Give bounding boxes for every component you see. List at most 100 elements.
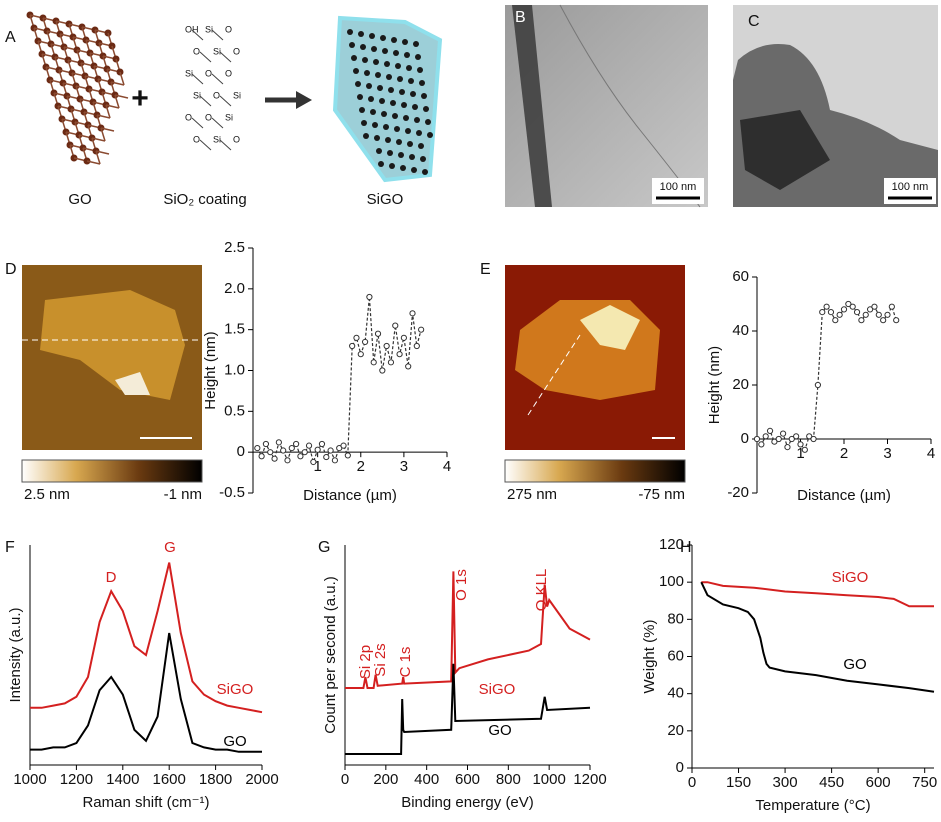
annotation: D (106, 569, 117, 586)
atom-dot (388, 87, 394, 93)
atom-dot (415, 54, 421, 60)
atom-label: Si (193, 90, 201, 100)
atom-dot (399, 89, 405, 95)
x-tick-label: 1800 (199, 771, 232, 788)
data-line (256, 296, 422, 465)
atom-dot (374, 135, 380, 141)
annotation: Si 2s (372, 643, 389, 676)
go-label: GO (68, 191, 91, 208)
atom-dot (384, 61, 390, 67)
data-point (258, 453, 265, 460)
atom-dot (349, 42, 355, 48)
atom-label: O (193, 134, 200, 144)
data-point (323, 453, 330, 461)
x-tick-label: 200 (373, 771, 398, 788)
series-label: GO (223, 733, 246, 750)
bond (114, 94, 129, 99)
atom-dot (355, 81, 361, 87)
atom-dot (405, 128, 411, 134)
data-point (858, 317, 865, 324)
atom-label: O (205, 68, 212, 78)
atom-dot (392, 113, 398, 119)
atom-dot (364, 70, 370, 76)
data-point (318, 440, 326, 448)
data-point (254, 444, 261, 452)
data-point (400, 334, 407, 341)
data-point (374, 330, 382, 337)
atom-dot (402, 39, 408, 45)
data-point (836, 311, 843, 318)
data-point (867, 306, 874, 313)
data-point (357, 351, 364, 358)
x-tick-label: 4 (927, 445, 935, 462)
y-axis-title: Height (nm) (202, 331, 219, 409)
x-tick-label: 600 (455, 771, 480, 788)
atom-dot (362, 57, 368, 63)
atom-dot (390, 100, 396, 106)
atom-dot (394, 126, 400, 132)
atom-dot (360, 44, 366, 50)
x-tick-label: 2000 (245, 771, 278, 788)
data-point (849, 303, 856, 310)
atom-dot (412, 104, 418, 110)
y-tick-label: 1.0 (224, 361, 245, 378)
data-point (788, 435, 795, 443)
atom-dot (396, 139, 402, 145)
colorbar-label: 275 nm (507, 486, 557, 503)
panel-label: H (680, 539, 692, 556)
color-bar (504, 459, 686, 483)
atom-dot (417, 67, 423, 73)
data-point (340, 442, 347, 449)
x-axis-title: Binding energy (eV) (401, 794, 534, 811)
panel-label: F (5, 539, 15, 556)
atom-dot (427, 132, 433, 138)
x-tick-label: 600 (866, 774, 891, 791)
x-tick-label: 1000 (13, 771, 46, 788)
series-label: GO (843, 656, 866, 673)
annotation: Si 2p (357, 645, 374, 679)
atom-dot (409, 154, 415, 160)
atom-dot (395, 63, 401, 69)
data-point (810, 435, 817, 443)
data-point (766, 427, 774, 434)
afm-flake (40, 290, 185, 400)
atom-dot (423, 106, 429, 112)
colorbar-label: 2.5 nm (24, 486, 70, 503)
y-axis-title: Weight (%) (641, 620, 658, 694)
data-point (305, 442, 313, 449)
data-point (293, 440, 300, 448)
data-point (888, 303, 895, 310)
x-axis-title: Distance (µm) (797, 487, 891, 504)
data-point (301, 449, 308, 456)
y-tick-label: 100 (659, 573, 684, 590)
data-point (801, 446, 808, 453)
data-point (262, 440, 270, 448)
atom-dot (353, 68, 359, 74)
y-tick-label: 2.0 (224, 280, 245, 297)
atom-dot (407, 141, 413, 147)
data-point (297, 453, 304, 460)
afm-flake (580, 305, 640, 350)
data-point (361, 338, 369, 346)
data-point (396, 351, 403, 358)
data-line (345, 663, 591, 755)
x-tick-label: 1 (796, 445, 804, 462)
data-point (409, 310, 416, 317)
scale-text: 100 nm (892, 181, 929, 193)
x-tick-label: 1 (313, 458, 321, 475)
color-bar (21, 459, 203, 483)
atom-label: Si (213, 134, 221, 144)
atom-dot (379, 98, 385, 104)
x-tick-label: 1400 (106, 771, 139, 788)
x-axis-title: Distance (µm) (303, 487, 397, 504)
series-label: SiGO (479, 681, 516, 698)
data-line (701, 581, 934, 608)
data-line (345, 571, 591, 689)
series-label: SiGO (217, 681, 254, 698)
sio2-structure: OH Si O O Si O Si O O Si O Si O O Si O Si O (185, 24, 241, 151)
atom-dot (386, 74, 392, 80)
bond (191, 29, 204, 41)
